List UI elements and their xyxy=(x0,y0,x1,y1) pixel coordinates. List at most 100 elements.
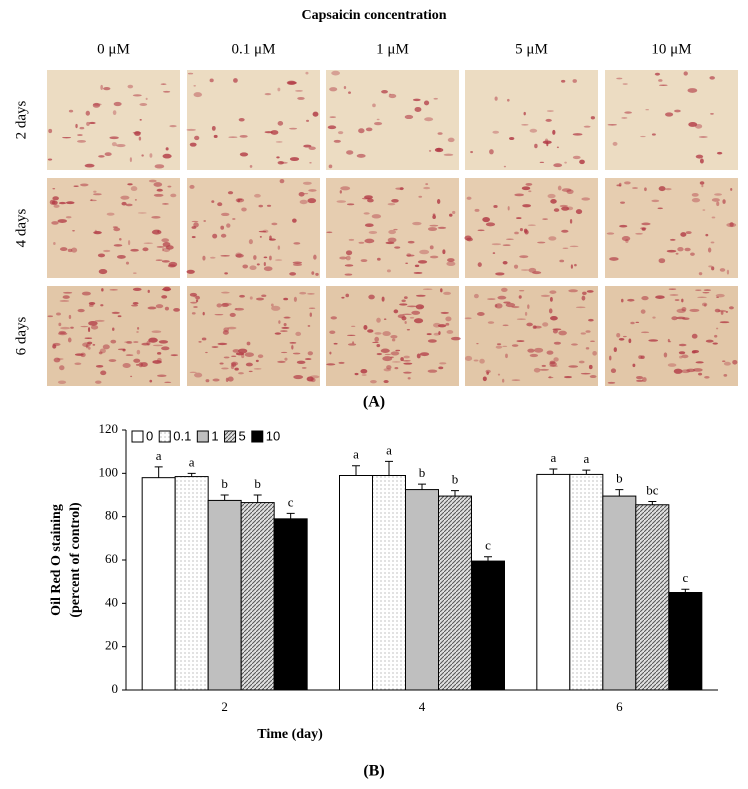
stained-cell xyxy=(691,333,698,339)
stained-cell xyxy=(133,358,141,363)
stained-cell xyxy=(277,160,284,165)
stained-cell xyxy=(438,331,441,335)
stained-cell xyxy=(222,330,229,335)
stained-cell xyxy=(211,125,216,131)
stained-cell xyxy=(624,181,631,185)
stained-cell xyxy=(556,146,559,149)
stained-cell xyxy=(364,195,373,200)
stained-cell xyxy=(226,223,231,228)
stained-cell xyxy=(277,360,286,363)
stained-cell xyxy=(328,164,333,169)
stained-cell xyxy=(668,288,677,290)
stained-cell xyxy=(641,227,646,231)
stained-cell xyxy=(201,337,207,341)
stained-cell xyxy=(263,256,268,259)
stained-cell xyxy=(486,371,489,375)
stained-cell xyxy=(381,90,388,94)
stained-cell xyxy=(289,157,300,162)
stained-cell xyxy=(67,337,72,343)
stained-cell xyxy=(387,203,396,206)
stained-cell xyxy=(340,186,351,191)
stained-cell xyxy=(92,102,101,108)
stained-cell xyxy=(533,367,541,373)
stained-cell xyxy=(386,269,391,273)
bar xyxy=(240,502,275,691)
stained-cell xyxy=(139,103,148,106)
stained-cell xyxy=(541,364,546,367)
stained-cell xyxy=(308,307,316,309)
stained-cell xyxy=(691,350,696,354)
stained-cell xyxy=(88,304,94,307)
stained-cell xyxy=(51,200,58,205)
stained-cell xyxy=(524,311,528,316)
stained-cell xyxy=(559,259,565,263)
stained-cell xyxy=(665,188,672,191)
error-bar xyxy=(681,588,690,593)
stained-cell xyxy=(645,109,649,111)
stained-cell xyxy=(346,203,355,206)
stained-cell xyxy=(289,272,297,276)
stained-cell xyxy=(60,326,71,330)
stained-cell xyxy=(229,312,236,317)
stained-cell xyxy=(82,342,91,348)
stained-cell xyxy=(641,222,651,226)
stained-cell xyxy=(426,333,432,336)
stained-cell xyxy=(663,352,668,358)
stained-cell xyxy=(564,375,572,379)
stained-cell xyxy=(714,308,721,313)
stained-cell xyxy=(636,379,644,382)
stained-cell xyxy=(283,316,291,319)
stained-cell xyxy=(443,291,451,295)
error-bar xyxy=(451,490,459,497)
stained-cell xyxy=(233,78,238,83)
stained-cell xyxy=(232,349,240,353)
stained-cell xyxy=(399,303,408,306)
x-tick-label: 4 xyxy=(419,699,426,714)
significance-letter: a xyxy=(386,442,392,457)
stained-cell xyxy=(393,228,398,231)
stained-cell xyxy=(590,340,595,343)
stained-cell xyxy=(377,257,381,261)
stained-cell xyxy=(145,97,148,100)
stained-cell xyxy=(545,118,552,122)
stained-cell xyxy=(292,261,303,265)
stained-cell xyxy=(677,246,684,252)
stained-cell xyxy=(641,331,650,334)
stained-cell xyxy=(625,238,629,243)
stained-cell xyxy=(167,264,176,268)
stained-cell xyxy=(437,226,447,229)
stained-cell xyxy=(429,245,434,250)
stained-cell xyxy=(244,352,254,357)
stained-cell xyxy=(514,193,525,197)
stained-cell xyxy=(326,231,333,234)
stained-cell xyxy=(234,367,239,371)
stained-cell xyxy=(437,147,441,152)
significance-letter: c xyxy=(485,538,491,553)
stained-cell xyxy=(701,302,708,307)
stained-cell xyxy=(239,152,249,157)
stained-cell xyxy=(586,290,594,293)
stained-cell xyxy=(403,371,412,374)
column-label: 0 μM xyxy=(97,41,130,57)
stained-cell xyxy=(315,272,319,276)
legend-swatch xyxy=(131,430,144,443)
stained-cell xyxy=(344,264,354,267)
stained-cell xyxy=(113,227,121,232)
stained-cell xyxy=(402,360,411,362)
stained-cell xyxy=(74,362,82,366)
stained-cell xyxy=(220,255,230,257)
stained-cell xyxy=(258,204,264,208)
stained-cell xyxy=(575,209,583,215)
stained-cell xyxy=(539,161,545,164)
stained-cell xyxy=(428,149,432,152)
stained-cell xyxy=(235,198,245,203)
stained-cell xyxy=(84,163,95,168)
stained-cell xyxy=(329,351,332,355)
stained-cell xyxy=(407,377,411,380)
stained-cell xyxy=(419,352,430,357)
stained-cell xyxy=(364,238,375,244)
stained-cell xyxy=(276,156,280,159)
stained-cell xyxy=(699,181,705,185)
column-label: 10 μM xyxy=(651,41,691,57)
x-tick-label: 6 xyxy=(616,699,623,714)
